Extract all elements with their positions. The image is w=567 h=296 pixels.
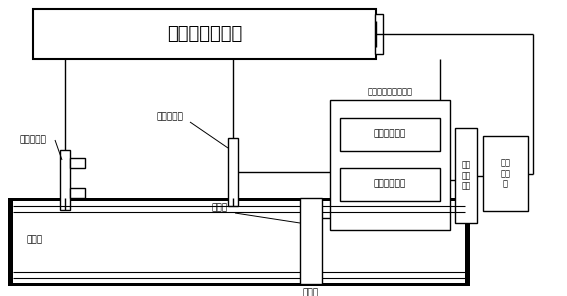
Text: 基准点: 基准点 xyxy=(27,236,43,244)
Bar xyxy=(340,168,440,201)
Bar xyxy=(330,100,450,230)
Bar xyxy=(465,198,470,286)
Bar xyxy=(375,14,383,54)
Bar xyxy=(300,198,322,284)
Bar xyxy=(340,118,440,151)
Bar xyxy=(70,158,85,168)
Bar xyxy=(455,128,477,223)
Text: 计算
机系
统: 计算 机系 统 xyxy=(501,159,510,188)
Text: 数据采集及第三模块: 数据采集及第三模块 xyxy=(367,88,413,96)
Bar xyxy=(228,138,238,206)
Bar xyxy=(483,136,528,211)
Bar xyxy=(8,198,470,201)
Text: 位置传感器: 位置传感器 xyxy=(156,112,184,121)
Text: 太阳能供电系统: 太阳能供电系统 xyxy=(167,25,242,43)
Text: 无线发射模块: 无线发射模块 xyxy=(374,179,406,189)
Text: 信号放大模块: 信号放大模块 xyxy=(374,130,406,139)
Text: 波源件: 波源件 xyxy=(212,204,228,213)
Text: 光源发射器: 光源发射器 xyxy=(20,136,47,144)
Text: 波源点: 波源点 xyxy=(303,289,319,296)
Bar xyxy=(70,188,85,198)
Bar xyxy=(8,283,470,286)
Bar xyxy=(8,198,13,286)
Bar xyxy=(60,150,70,210)
Bar xyxy=(33,9,376,59)
Text: 无线
接收
模块: 无线 接收 模块 xyxy=(462,161,471,190)
